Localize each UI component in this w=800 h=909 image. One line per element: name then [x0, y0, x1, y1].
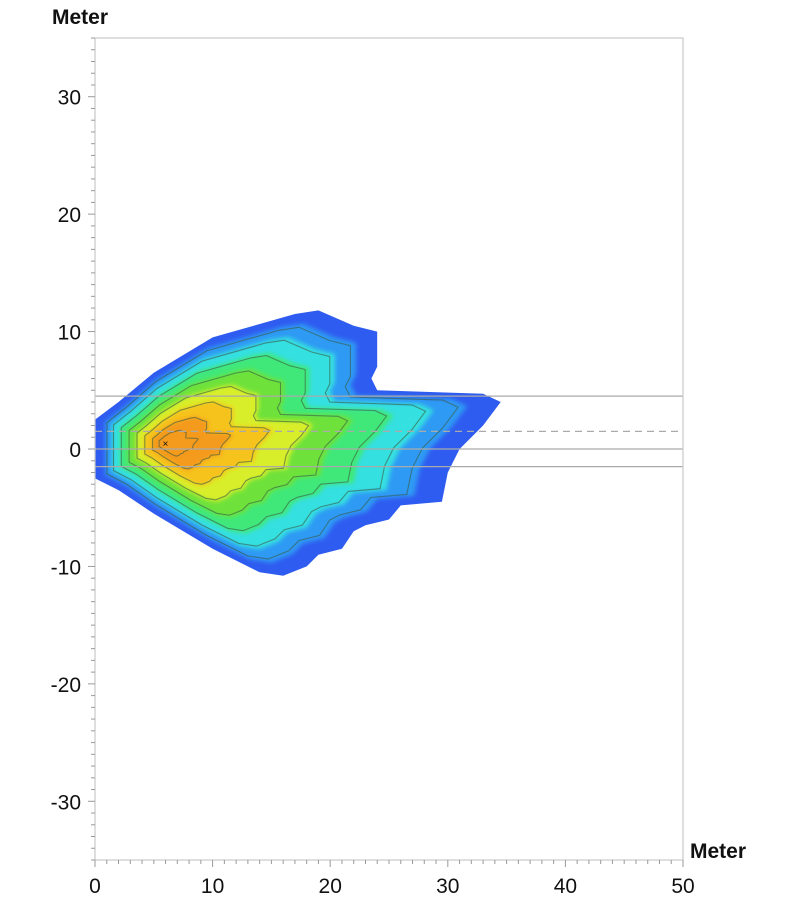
- contour-line: [106, 326, 460, 560]
- y-tick-label: -10: [51, 556, 81, 579]
- x-tick-label: 40: [554, 875, 577, 898]
- y-axis-label: Meter: [52, 6, 108, 29]
- density-bands: [95, 310, 501, 576]
- contour-line: [144, 401, 271, 485]
- contour-lines: ×: [106, 326, 460, 560]
- reference-lines: [95, 395, 683, 468]
- density-band: [158, 429, 200, 457]
- x-tick-label: 50: [671, 875, 694, 898]
- x-tick-label: 30: [436, 875, 459, 898]
- y-tick-label: -20: [51, 674, 81, 697]
- y-tick-label: 10: [58, 322, 81, 345]
- x-tick-label: 10: [201, 875, 224, 898]
- x-axis-label: Meter: [690, 840, 746, 863]
- axes: 0 10 20 30 40 50 30 20 10 0 -10 -20 -30: [51, 37, 695, 898]
- y-tick-label: -30: [51, 791, 81, 814]
- contour-line: [136, 385, 310, 501]
- y-tick-label: 30: [58, 87, 81, 110]
- y-tick-label: 0: [69, 439, 81, 462]
- x-tick-label: 0: [89, 875, 101, 898]
- y-tick-label: 20: [58, 204, 81, 227]
- contour-line: [158, 429, 199, 457]
- contour-line: [112, 339, 427, 547]
- contour-line: [128, 370, 349, 516]
- contour-line: [120, 355, 388, 532]
- x-tick-label: 20: [319, 875, 342, 898]
- peak-marker: ×: [163, 439, 169, 450]
